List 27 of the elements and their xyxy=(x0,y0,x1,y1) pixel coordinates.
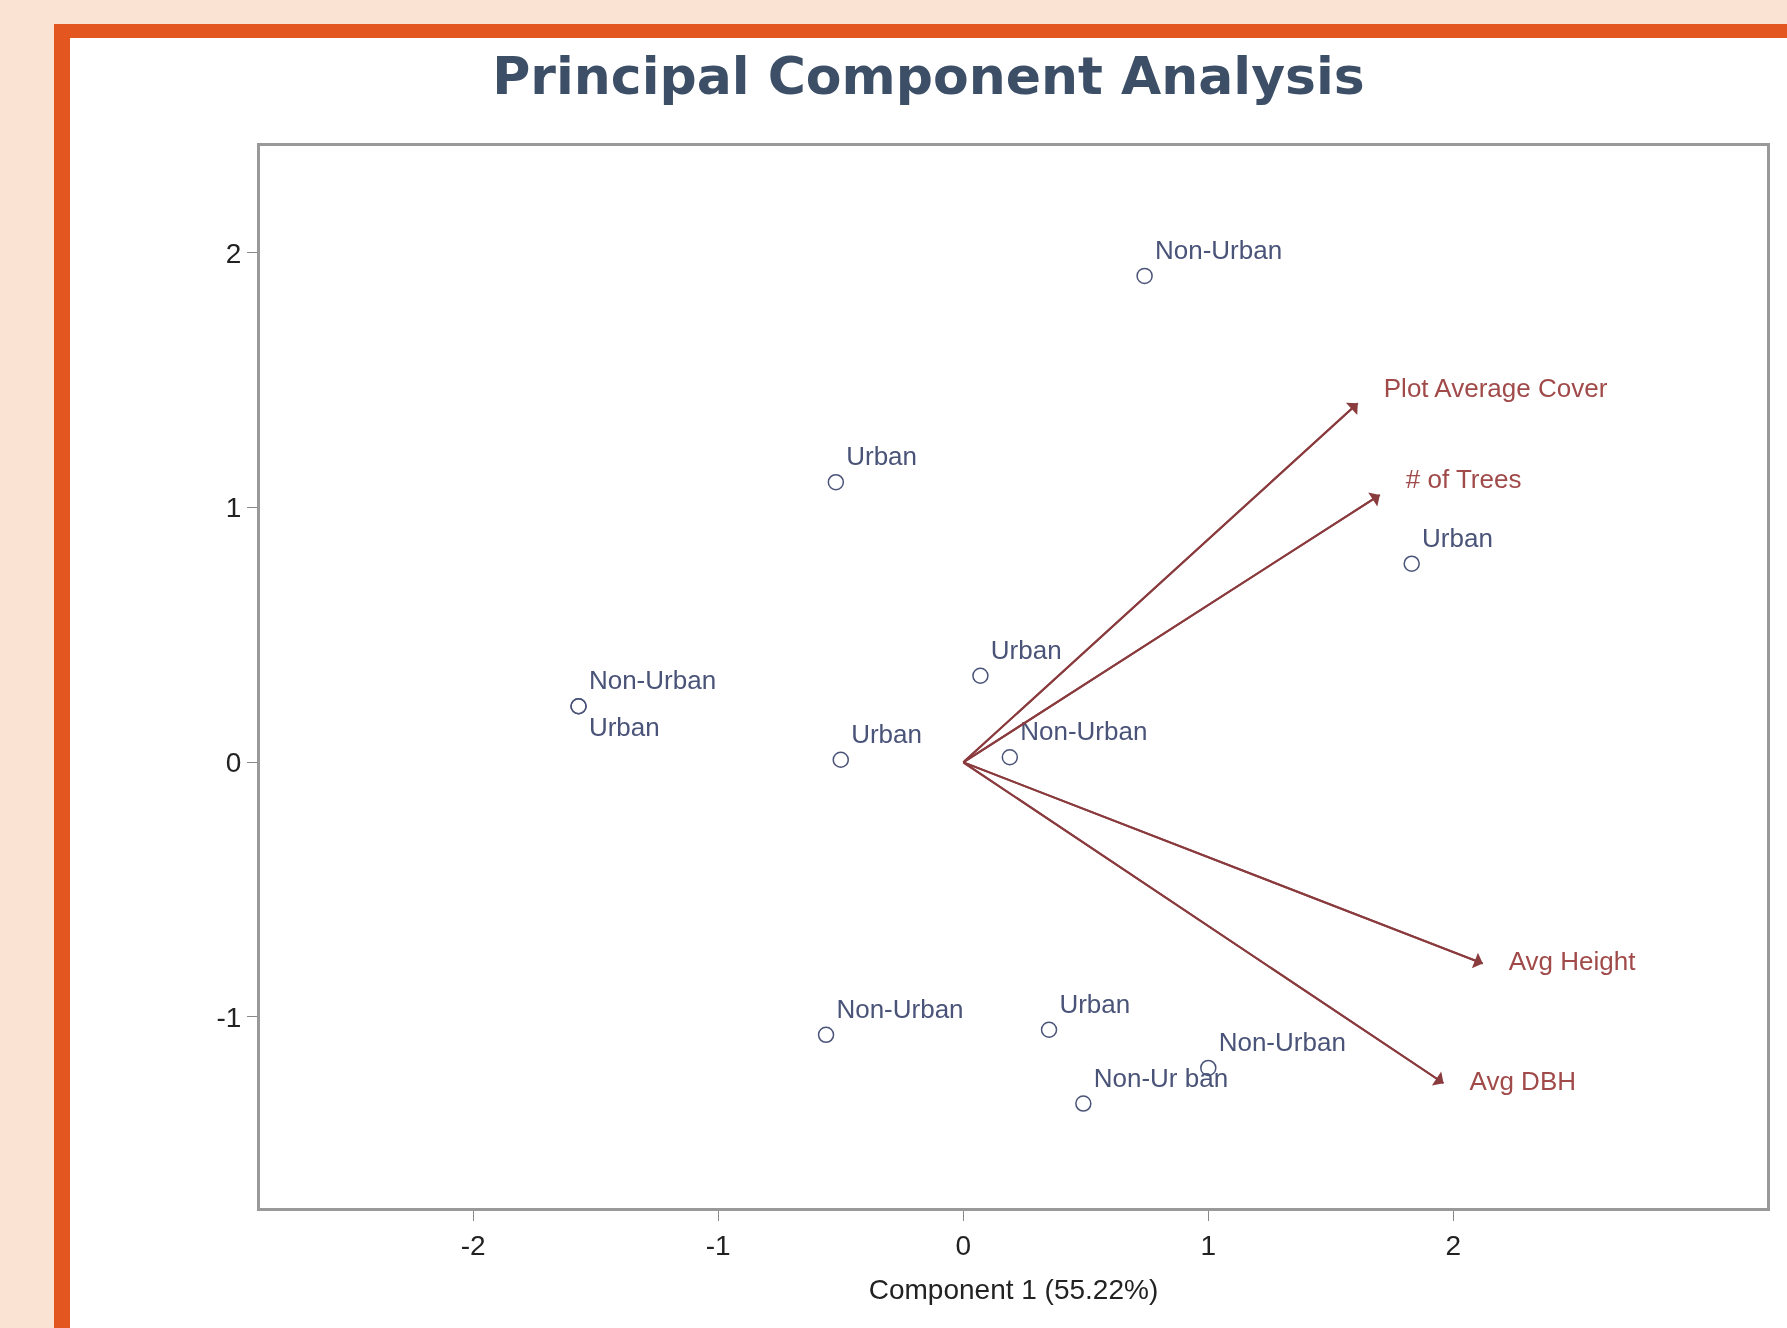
y-tick-label: -1 xyxy=(216,1001,242,1033)
data-label: Non-Urban xyxy=(1154,235,1283,266)
x-axis-title: Component 1 (55.22%) xyxy=(868,1273,1159,1305)
x-tick-label: 1 xyxy=(1200,1229,1217,1261)
data-label: Urban xyxy=(846,441,918,472)
data-label: Urban xyxy=(1059,988,1131,1019)
series-label: Avg DBH xyxy=(1443,1065,1576,1096)
series-label: Plot Average Cover xyxy=(1357,372,1608,403)
data-label: Non-Urban xyxy=(836,993,964,1024)
x-tick-label: 2 xyxy=(1445,1229,1462,1261)
x-tick-label: 0 xyxy=(955,1229,972,1261)
y-tick-label: 1 xyxy=(225,492,242,524)
data-label: Non-Ur ban xyxy=(1093,1062,1229,1093)
chart-title: Principal Component Analysis xyxy=(492,45,1365,106)
data-label: Urban xyxy=(588,712,660,743)
y-tick-label: 0 xyxy=(225,747,242,779)
x-tick-label: -1 xyxy=(705,1229,731,1261)
series-label: # of Trees xyxy=(1379,464,1522,495)
data-label: Non-Urban xyxy=(1020,716,1148,747)
series-label: Avg Height xyxy=(1482,946,1637,977)
data-label: Urban xyxy=(990,634,1062,665)
x-tick-label: -2 xyxy=(460,1229,486,1261)
data-label: Urban xyxy=(851,718,922,749)
data-label: Non-Urban xyxy=(588,665,717,696)
y-tick-label: 2 xyxy=(225,237,242,269)
data-label: Non-Urban xyxy=(1218,1027,1346,1058)
data-label: Urban xyxy=(1422,522,1493,553)
